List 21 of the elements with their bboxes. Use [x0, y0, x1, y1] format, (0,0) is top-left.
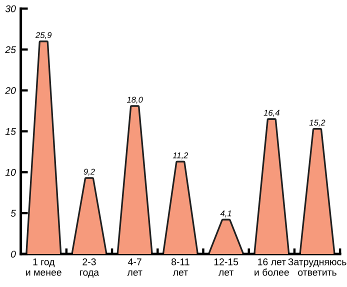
data-label: 16,4 — [264, 110, 280, 117]
y-tick-label: 25 — [5, 46, 16, 54]
data-label: 11,2 — [172, 152, 188, 160]
y-tick-label: 15 — [5, 128, 16, 135]
x-tick-label: 4-7 лет — [127, 258, 142, 276]
data-label: 4,1 — [220, 210, 232, 218]
x-tick-label: 2-3 года — [80, 258, 100, 278]
y-tick-label: 20 — [5, 87, 16, 94]
x-tick-label: Затрудняюсь ответить — [288, 258, 346, 276]
x-tick-label: 8-11 лет — [171, 258, 190, 276]
data-label: 15,2 — [309, 120, 326, 127]
y-tick-label: 0 — [10, 250, 16, 258]
x-tick-label: 1 год и менее — [26, 258, 62, 276]
data-label: 18,0 — [126, 96, 143, 104]
x-tick-label: 12-15 лет — [214, 258, 238, 276]
x-tick-label: 16 лет и более — [254, 258, 289, 276]
data-label: 9,2 — [84, 168, 95, 176]
y-tick-label: 10 — [5, 168, 16, 176]
data-label: 25,9 — [35, 32, 52, 40]
y-tick-label: 30 — [5, 5, 16, 12]
y-tick-label: 5 — [10, 210, 16, 217]
